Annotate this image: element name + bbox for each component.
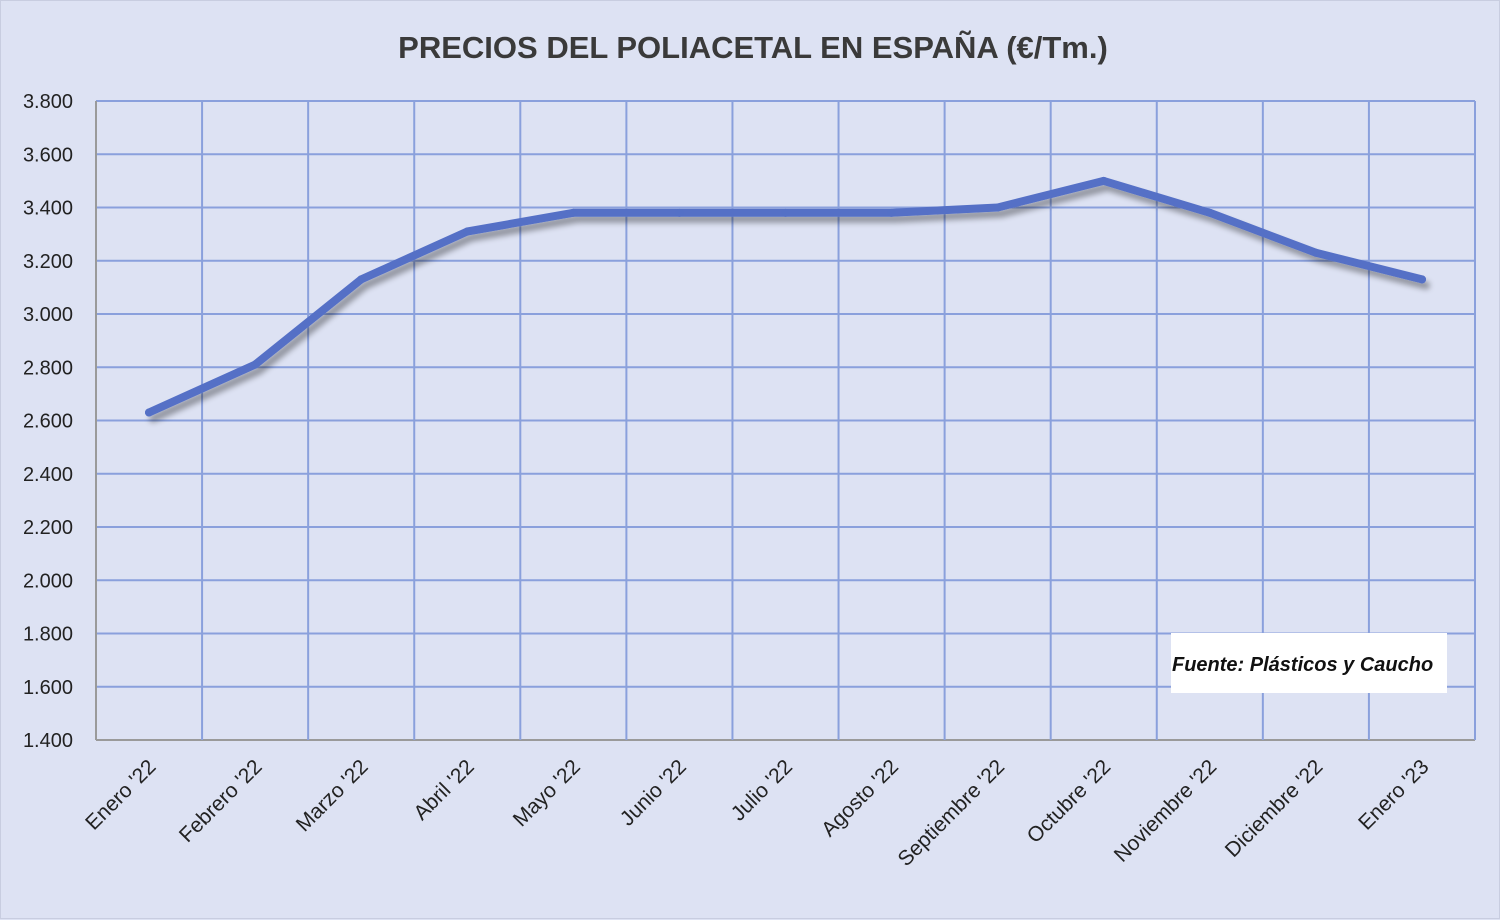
data-point — [1311, 248, 1320, 257]
data-point — [781, 208, 790, 217]
y-tick-label: 3.000 — [23, 304, 73, 326]
x-tick-label: Noviembre '22 — [1110, 755, 1222, 867]
x-tick-label: Enero '22 — [81, 755, 160, 834]
data-point — [993, 203, 1002, 212]
data-point — [1205, 208, 1214, 217]
x-tick-label: Marzo '22 — [292, 755, 373, 836]
gridlines — [95, 100, 1476, 741]
source-label: Fuente: Plásticos y Caucho — [1172, 654, 1433, 676]
x-tick-label: Julio '22 — [727, 755, 797, 825]
data-point — [1417, 275, 1426, 284]
x-tick-label: Septiembre '22 — [894, 755, 1010, 871]
y-tick-label: 3.400 — [23, 198, 73, 220]
y-tick-label: 2.400 — [23, 464, 73, 486]
y-tick-label: 1.400 — [23, 730, 73, 752]
x-tick-label: Agosto '22 — [817, 755, 903, 841]
chart-title: PRECIOS DEL POLIACETAL EN ESPAÑA (€/Tm.) — [398, 30, 1108, 65]
x-tick-label: Enero '23 — [1354, 755, 1433, 834]
y-tick-label: 1.600 — [23, 677, 73, 699]
y-tick-label: 1.800 — [23, 624, 73, 646]
x-tick-label: Febrero '22 — [175, 755, 267, 847]
y-tick-label: 2.200 — [23, 517, 73, 539]
y-tick-label: 2.800 — [23, 357, 73, 379]
x-tick-label: Abril '22 — [409, 755, 478, 824]
x-tick-label: Octubre '22 — [1023, 755, 1116, 848]
series-line-group — [145, 176, 1426, 417]
data-point — [251, 360, 260, 369]
data-point — [887, 208, 896, 217]
x-tick-label: Diciembre '22 — [1221, 755, 1328, 862]
x-tick-label: Junio '22 — [616, 755, 691, 830]
x-tick-label: Mayo '22 — [509, 755, 585, 831]
y-tick-label: 3.800 — [23, 91, 73, 113]
data-point — [675, 208, 684, 217]
data-point — [463, 227, 472, 236]
data-point — [145, 408, 154, 417]
y-tick-label: 2.600 — [23, 411, 73, 433]
data-point — [1099, 176, 1108, 185]
data-point — [357, 275, 366, 284]
source-annotation: Fuente: Plásticos y Caucho — [1171, 633, 1447, 693]
y-tick-label: 3.600 — [23, 144, 73, 166]
y-tick-label: 3.200 — [23, 251, 73, 273]
source-box-background — [1171, 633, 1447, 693]
y-axis-ticks: 1.400 1.600 1.800 2.000 2.200 2.400 2.600 2.800… — [23, 91, 73, 752]
y-tick-label: 2.000 — [23, 570, 73, 592]
data-point — [569, 208, 578, 217]
x-axis-ticks: Enero '22 Febrero '22 Marzo '22 Abril '22 Ma… — [81, 755, 1433, 871]
